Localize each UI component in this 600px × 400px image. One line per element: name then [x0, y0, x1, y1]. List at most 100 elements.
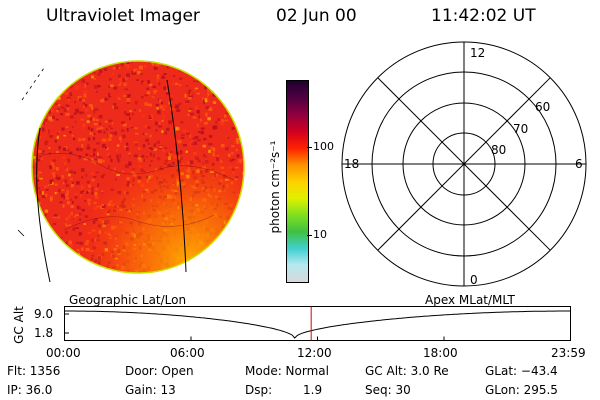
emission-pixel [77, 271, 80, 273]
emission-pixel [204, 257, 209, 261]
colorbar-gradient [287, 81, 308, 282]
emission-pixel [60, 85, 64, 88]
emission-pixel [221, 254, 224, 258]
emission-pixel [37, 83, 40, 87]
emission-pixel [190, 265, 194, 269]
emission-pixel [214, 263, 217, 267]
emission-pixel [52, 89, 57, 93]
emission-pixel [233, 69, 236, 73]
emission-pixel [225, 82, 230, 85]
x-tick-label-0600: 06:00 [170, 346, 205, 360]
emission-pixel [69, 62, 73, 66]
emission-pixel [46, 66, 49, 69]
meridian-line [36, 127, 51, 283]
emission-pixel [237, 124, 241, 128]
emission-pixel [230, 243, 232, 247]
emission-pixel [46, 239, 50, 243]
emission-pixel [239, 240, 242, 244]
emission-pixel [73, 259, 76, 262]
emission-pixel [75, 63, 79, 68]
colorbar-tick [307, 235, 312, 236]
emission-pixel [233, 89, 236, 92]
emission-pixel [59, 254, 64, 257]
emission-pixel [41, 224, 46, 228]
emission-pixel [221, 272, 226, 273]
emission-pixel [188, 261, 193, 265]
emission-pixel [220, 245, 223, 250]
lat-label-60: 60 [535, 100, 550, 114]
emission-pixel [180, 265, 185, 269]
emission-pixel [51, 75, 56, 78]
emission-pixel [34, 113, 36, 116]
emission-pixel [231, 264, 236, 268]
emission-pixel [224, 72, 228, 75]
emission-pixel [61, 244, 64, 248]
emission-pixel [239, 211, 242, 216]
time-label: 11:42:02 UT [431, 6, 536, 26]
emission-pixel [187, 63, 191, 68]
emission-pixel [44, 266, 46, 268]
emission-pixel [35, 256, 38, 261]
emission-pixel [32, 264, 35, 269]
emission-pixel [203, 76, 206, 80]
emission-pixel [240, 135, 243, 139]
emission-pixel [35, 88, 39, 92]
emission-pixel [74, 67, 77, 71]
emission-pixel [220, 238, 224, 241]
emission-pixel [213, 68, 216, 72]
emission-pixel [242, 83, 244, 87]
emission-pixel [81, 270, 84, 273]
emission-pixel [54, 70, 57, 73]
emission-pixel [32, 256, 35, 259]
emission-pixel [241, 91, 244, 95]
date-label: 02 Jun 00 [276, 6, 357, 26]
emission-pixel [216, 245, 219, 249]
emission-pixel [93, 64, 97, 67]
emission-pixel [36, 265, 39, 268]
emission-pixel [64, 86, 67, 89]
emission-pixel [244, 225, 247, 227]
emission-pixel [78, 265, 82, 268]
emission-pixel [242, 262, 244, 265]
emission-pixel [230, 83, 233, 85]
emission-pixel [56, 82, 59, 86]
emission-pixel [49, 81, 53, 86]
emission-pixel [52, 68, 55, 71]
emission-pixel [74, 67, 77, 71]
emission-pixel [232, 217, 236, 221]
emission-pixel [227, 245, 231, 249]
emission-pixel [210, 267, 212, 270]
emission-pixel [196, 74, 201, 77]
emission-pixel [242, 127, 244, 131]
emission-pixel [224, 72, 228, 75]
lat-label-70: 70 [513, 122, 528, 136]
emission-pixel [52, 255, 55, 258]
emission-pixel [47, 265, 50, 268]
emission-pixel [225, 242, 229, 245]
emission-pixel [205, 264, 209, 267]
emission-pixel [68, 77, 71, 81]
emission-pixel [222, 61, 227, 64]
emission-pixel [241, 93, 244, 97]
emission-pixel [218, 85, 221, 90]
lat-label-80: 80 [491, 143, 506, 157]
emission-pixel [234, 76, 237, 78]
dsp-label: Dsp: [245, 383, 273, 397]
mlt-label-12: 12 [470, 46, 485, 60]
earth-limb [31, 60, 245, 274]
emission-pixel [53, 89, 57, 92]
emission-pixel [58, 67, 62, 72]
emission-pixel [83, 271, 86, 273]
emission-pixel [239, 118, 244, 121]
emission-pixel [34, 65, 37, 68]
emission-pixel [191, 272, 195, 273]
emission-pixel [220, 91, 224, 94]
emission-pixel [177, 65, 180, 68]
emission-pixel [95, 272, 98, 273]
emission-pixel [183, 67, 186, 70]
emission-pixel [48, 243, 53, 248]
emission-pixel [59, 256, 63, 259]
emission-pixel [44, 251, 49, 255]
emission-pixel [228, 96, 233, 99]
emission-pixel [62, 253, 66, 257]
